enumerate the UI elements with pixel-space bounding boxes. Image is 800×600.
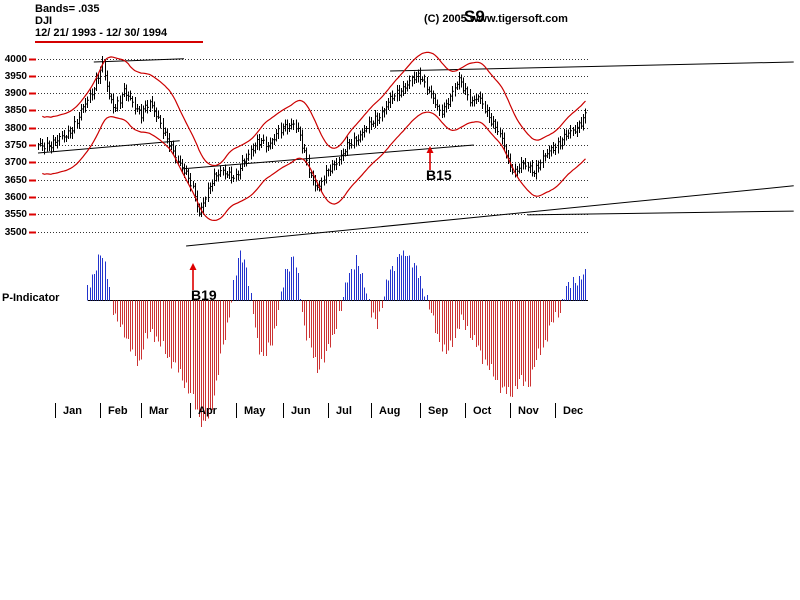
trendline bbox=[390, 61, 794, 72]
price-axis-label: 3950 bbox=[4, 70, 27, 82]
price-axis-label: 3900 bbox=[4, 87, 27, 99]
p-indicator-positive-bars bbox=[87, 250, 586, 301]
price-axis-label: 3650 bbox=[4, 174, 27, 186]
bands-setting-label: Bands= .035 bbox=[35, 3, 100, 15]
upper-band-line bbox=[42, 51, 586, 167]
trendline bbox=[527, 210, 794, 216]
p-indicator-negative-bars bbox=[113, 300, 561, 427]
price-axis-label: 3800 bbox=[4, 122, 27, 134]
price-axis-label: 3850 bbox=[4, 104, 27, 116]
b19-signal-label: B19 bbox=[191, 287, 217, 303]
b15-arrow-icon bbox=[426, 146, 434, 153]
date-range-underline bbox=[35, 41, 203, 43]
price-close-ticks bbox=[38, 61, 587, 214]
price-axis-label: 4000 bbox=[4, 53, 27, 65]
b15-signal-label: B15 bbox=[426, 167, 452, 183]
price-bars bbox=[38, 55, 586, 218]
b19-arrow-icon bbox=[189, 263, 197, 270]
price-axis-label: 3750 bbox=[4, 139, 27, 151]
lower-band-line bbox=[42, 111, 586, 222]
price-axis-label: 3700 bbox=[4, 156, 27, 168]
price-axis-label: 3500 bbox=[4, 226, 27, 238]
date-range-label: 12/ 21/ 1993 - 12/ 30/ 1994 bbox=[35, 27, 168, 39]
trendline bbox=[181, 144, 474, 170]
trendline bbox=[93, 58, 185, 63]
symbol-label: DJI bbox=[35, 15, 53, 27]
price-axis-label: 3550 bbox=[4, 208, 27, 220]
p-indicator-label: P-Indicator bbox=[2, 292, 60, 304]
trendline bbox=[37, 140, 180, 154]
price-axis-ticks bbox=[29, 58, 36, 234]
signal-code-label: S9 bbox=[464, 7, 485, 26]
trendline bbox=[186, 185, 794, 247]
price-axis-label: 3600 bbox=[4, 191, 27, 203]
copyright-label: (C) 2005 www.tigersoft.com bbox=[424, 13, 568, 25]
